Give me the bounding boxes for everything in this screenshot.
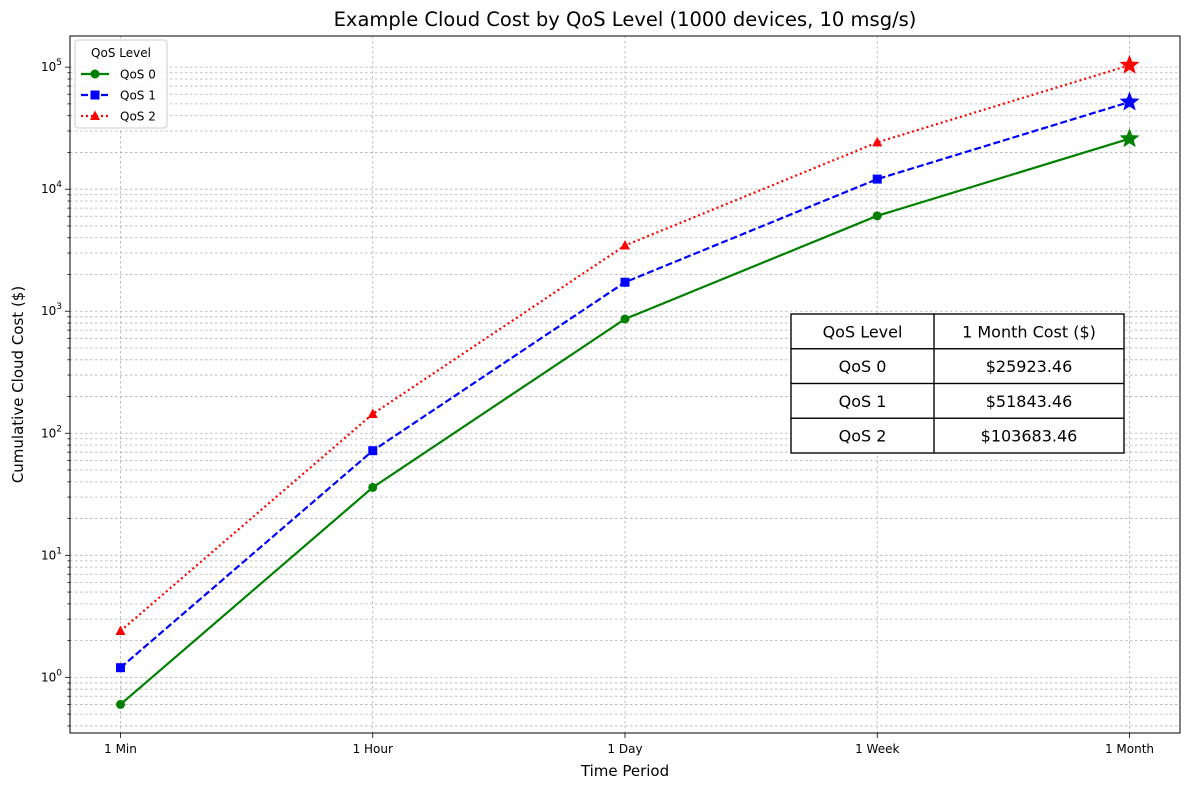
legend-marker-qos-0 xyxy=(90,69,100,79)
x-tick-label: 1 Week xyxy=(855,742,899,756)
point-qos-2 xyxy=(115,625,126,635)
y-axis-label: Cumulative Cloud Cost ($) xyxy=(9,286,27,483)
x-tick-label: 1 Min xyxy=(104,742,137,756)
table-cell-text: QoS 2 xyxy=(839,427,887,446)
y-tick-label: 102 xyxy=(41,424,62,440)
y-tick-label: 101 xyxy=(41,546,62,562)
x-tick-label: 1 Day xyxy=(607,742,642,756)
star-marker-qos-2 xyxy=(1119,54,1140,74)
table-cell-text: $51843.46 xyxy=(986,392,1073,411)
x-tick-label: 1 Hour xyxy=(353,742,393,756)
star-marker-qos-0 xyxy=(1119,128,1140,148)
table-cell xyxy=(933,417,1125,454)
legend-label-qos-0: QoS 0 xyxy=(120,68,156,82)
point-qos-2 xyxy=(872,136,883,147)
point-qos-2 xyxy=(367,408,378,418)
table-header-text: 1 Month Cost ($) xyxy=(962,322,1096,341)
x-axis-label: Time Period xyxy=(580,762,669,780)
x-tick-label: 1 Month xyxy=(1105,742,1154,756)
table-cell-text: $103683.46 xyxy=(981,427,1078,446)
legend-label-qos-1: QoS 1 xyxy=(120,89,156,103)
table-cell-text: QoS 0 xyxy=(839,357,887,376)
point-qos-0 xyxy=(368,482,378,492)
legend-marker-qos-2 xyxy=(90,110,100,120)
y-tick-label: 103 xyxy=(41,302,62,318)
table-cell-text: $25923.46 xyxy=(986,357,1073,376)
legend-label-qos-2: QoS 2 xyxy=(120,110,156,124)
point-qos-0 xyxy=(620,314,630,324)
y-tick-label: 105 xyxy=(41,58,62,74)
legend-marker-qos-1 xyxy=(90,90,100,100)
chart-title: Example Cloud Cost by QoS Level (1000 de… xyxy=(334,8,917,31)
point-qos-1 xyxy=(116,663,125,673)
cost-table: QoS Level 1 Month Cost ($) QoS 0 $25923.46 Q… xyxy=(790,313,1125,454)
point-qos-0 xyxy=(872,211,882,221)
legend-title: QoS Level xyxy=(91,46,151,60)
legend-box xyxy=(74,39,168,129)
axes: 100 101 102 103 104 105 1 Min 1 Hour 1 Day 1 Week… xyxy=(41,35,1181,756)
table-cell-text: QoS 1 xyxy=(839,392,887,411)
point-qos-1 xyxy=(368,446,378,456)
series-group xyxy=(115,54,1140,709)
point-qos-1 xyxy=(872,174,882,184)
point-qos-0 xyxy=(116,699,125,709)
point-qos-1 xyxy=(620,277,630,287)
legend: QoS Level QoS 0 QoS 1 QoS 2 xyxy=(74,39,168,129)
star-marker-qos-1 xyxy=(1119,91,1140,111)
y-tick-label: 104 xyxy=(41,180,62,196)
table-header-text: QoS Level xyxy=(823,322,903,341)
y-tick-label: 100 xyxy=(41,668,62,684)
point-qos-2 xyxy=(620,240,630,250)
